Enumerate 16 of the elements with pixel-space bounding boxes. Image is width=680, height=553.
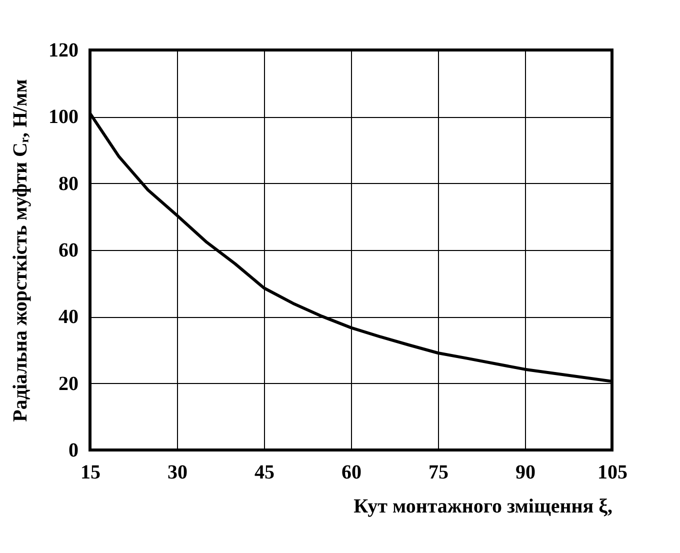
x-tick-label: 45 <box>254 462 274 484</box>
x-tick-label: 60 <box>342 462 362 484</box>
y-tick-label: 80 <box>58 172 78 195</box>
x-tick-label: 90 <box>516 462 536 484</box>
x-tick-label: 105 <box>598 462 628 484</box>
y-tick-label: 60 <box>58 240 78 262</box>
y-axis-title: Радіальна жорсткість муфти Cᵣ, Н/мм <box>10 79 32 422</box>
y-tick-label: 120 <box>48 40 78 62</box>
y-tick-label: 100 <box>48 106 78 128</box>
x-tick-label: 15 <box>80 462 100 484</box>
y-tick-label: 0 <box>68 440 78 462</box>
y-tick-label: 20 <box>58 372 78 395</box>
x-tick-label: 30 <box>168 462 188 484</box>
x-axis-title: Кут монтажного зміщення ξ, <box>354 496 612 518</box>
y-tick-label: 40 <box>58 306 78 328</box>
x-tick-label: 75 <box>428 462 448 484</box>
